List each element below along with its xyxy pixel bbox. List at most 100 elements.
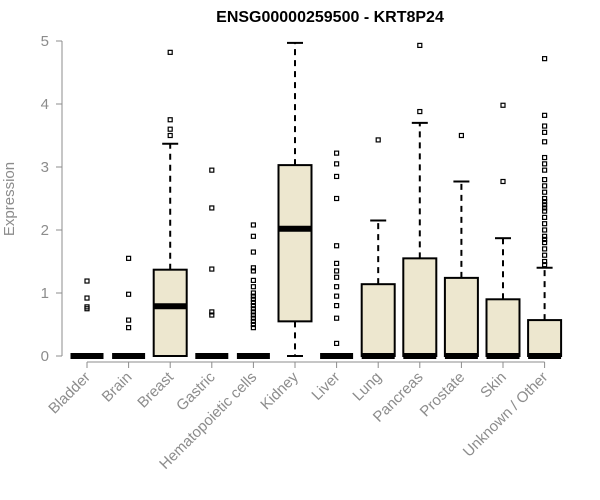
- outlier-point: [541, 246, 548, 252]
- outlier-point: [250, 325, 256, 331]
- box: [152, 268, 188, 357]
- box-group: [195, 167, 229, 359]
- boxes: [70, 41, 563, 359]
- outlier-point: [84, 278, 90, 284]
- y-tick-label: 1: [41, 285, 49, 302]
- box-group: [70, 278, 104, 359]
- outlier-point: [209, 205, 215, 211]
- box-group: [527, 56, 563, 359]
- outlier-point: [209, 309, 215, 315]
- y-tick-label: 0: [41, 348, 49, 365]
- outlier-point: [541, 202, 548, 208]
- outlier-point: [541, 240, 548, 246]
- box-group: [112, 255, 146, 359]
- outlier-point: [541, 183, 548, 189]
- outlier-point: [125, 255, 132, 261]
- y-axis-label: Expression: [1, 162, 18, 236]
- x-tick-label: Lung: [349, 369, 385, 405]
- outlier-point: [541, 195, 548, 202]
- outlier-point: [334, 340, 340, 346]
- box-group: [277, 41, 313, 357]
- outlier-point: [417, 42, 423, 49]
- outlier-point: [417, 108, 423, 115]
- outlier-point: [167, 49, 173, 55]
- outlier-point: [541, 112, 548, 118]
- outlier-point: [541, 227, 548, 233]
- outlier-point: [250, 299, 256, 306]
- x-tick-label: Breast: [134, 368, 177, 411]
- outlier-point: [541, 233, 548, 239]
- outlier-point: [541, 154, 548, 161]
- outlier-point: [541, 205, 548, 211]
- outlier-point: [334, 293, 340, 299]
- outlier-point: [125, 325, 132, 331]
- outlier-point: [250, 296, 256, 302]
- outlier-point: [250, 277, 256, 283]
- outlier-point: [541, 258, 548, 265]
- outlier-point: [334, 268, 340, 274]
- x-tick-label: Kidney: [257, 368, 302, 413]
- outlier-point: [334, 243, 340, 249]
- outlier-point: [541, 236, 548, 243]
- box: [485, 298, 521, 357]
- outlier-point: [209, 266, 215, 272]
- box-group: [443, 132, 479, 359]
- outlier-point: [541, 262, 548, 268]
- outlier-point: [334, 303, 340, 309]
- outlier-point: [541, 56, 548, 62]
- outlier-point: [541, 221, 548, 227]
- outlier-point: [541, 177, 548, 183]
- outlier-point: [84, 295, 90, 301]
- axes: 0 1 2 3 4 5: [41, 33, 545, 365]
- outlier-point: [84, 304, 90, 310]
- outlier-point: [250, 268, 256, 274]
- outlier-point: [167, 126, 173, 132]
- outlier-point: [334, 284, 340, 290]
- outlier-point: [250, 309, 256, 315]
- outlier-point: [250, 303, 256, 309]
- outlier-point: [541, 139, 548, 145]
- x-tick-label: Skin: [477, 369, 510, 402]
- outlier-point: [541, 161, 548, 167]
- outlier-point: [250, 321, 256, 328]
- outlier-point: [541, 189, 548, 195]
- outlier-point: [500, 178, 506, 185]
- outlier-point: [125, 317, 132, 323]
- box: [402, 257, 438, 358]
- outlier-point: [334, 195, 340, 202]
- outlier-point: [250, 315, 256, 321]
- x-tick-label: Prostate: [417, 369, 469, 421]
- outlier-point: [541, 208, 548, 214]
- y-tick-label: 3: [41, 159, 49, 176]
- outlier-point: [209, 167, 215, 173]
- y-tick-label: 5: [41, 33, 49, 50]
- outlier-point: [250, 284, 256, 290]
- x-tick-label: Brain: [99, 369, 136, 406]
- box-group: [236, 222, 270, 359]
- outlier-point: [250, 222, 256, 228]
- box: [527, 319, 563, 357]
- outlier-point: [250, 312, 256, 318]
- outlier-point: [334, 161, 340, 167]
- x-tick-label: Bladder: [45, 369, 94, 418]
- outlier-point: [250, 318, 256, 324]
- outlier-point: [250, 293, 256, 299]
- outlier-point: [250, 306, 256, 312]
- outlier-point: [209, 312, 215, 318]
- outlier-point: [541, 214, 548, 220]
- box-group: [485, 102, 521, 359]
- box-group: [360, 137, 396, 359]
- outlier-point: [334, 260, 340, 266]
- outlier-point: [541, 129, 548, 135]
- outlier-point: [250, 290, 256, 296]
- outlier-point: [334, 274, 340, 280]
- box: [360, 283, 396, 357]
- outlier-point: [500, 102, 506, 108]
- chart-title: ENSG00000259500 - KRT8P24: [216, 9, 444, 26]
- box-group: [152, 49, 188, 357]
- outlier-point: [458, 132, 464, 139]
- outlier-point: [375, 137, 381, 143]
- y-tick-label: 4: [41, 96, 49, 113]
